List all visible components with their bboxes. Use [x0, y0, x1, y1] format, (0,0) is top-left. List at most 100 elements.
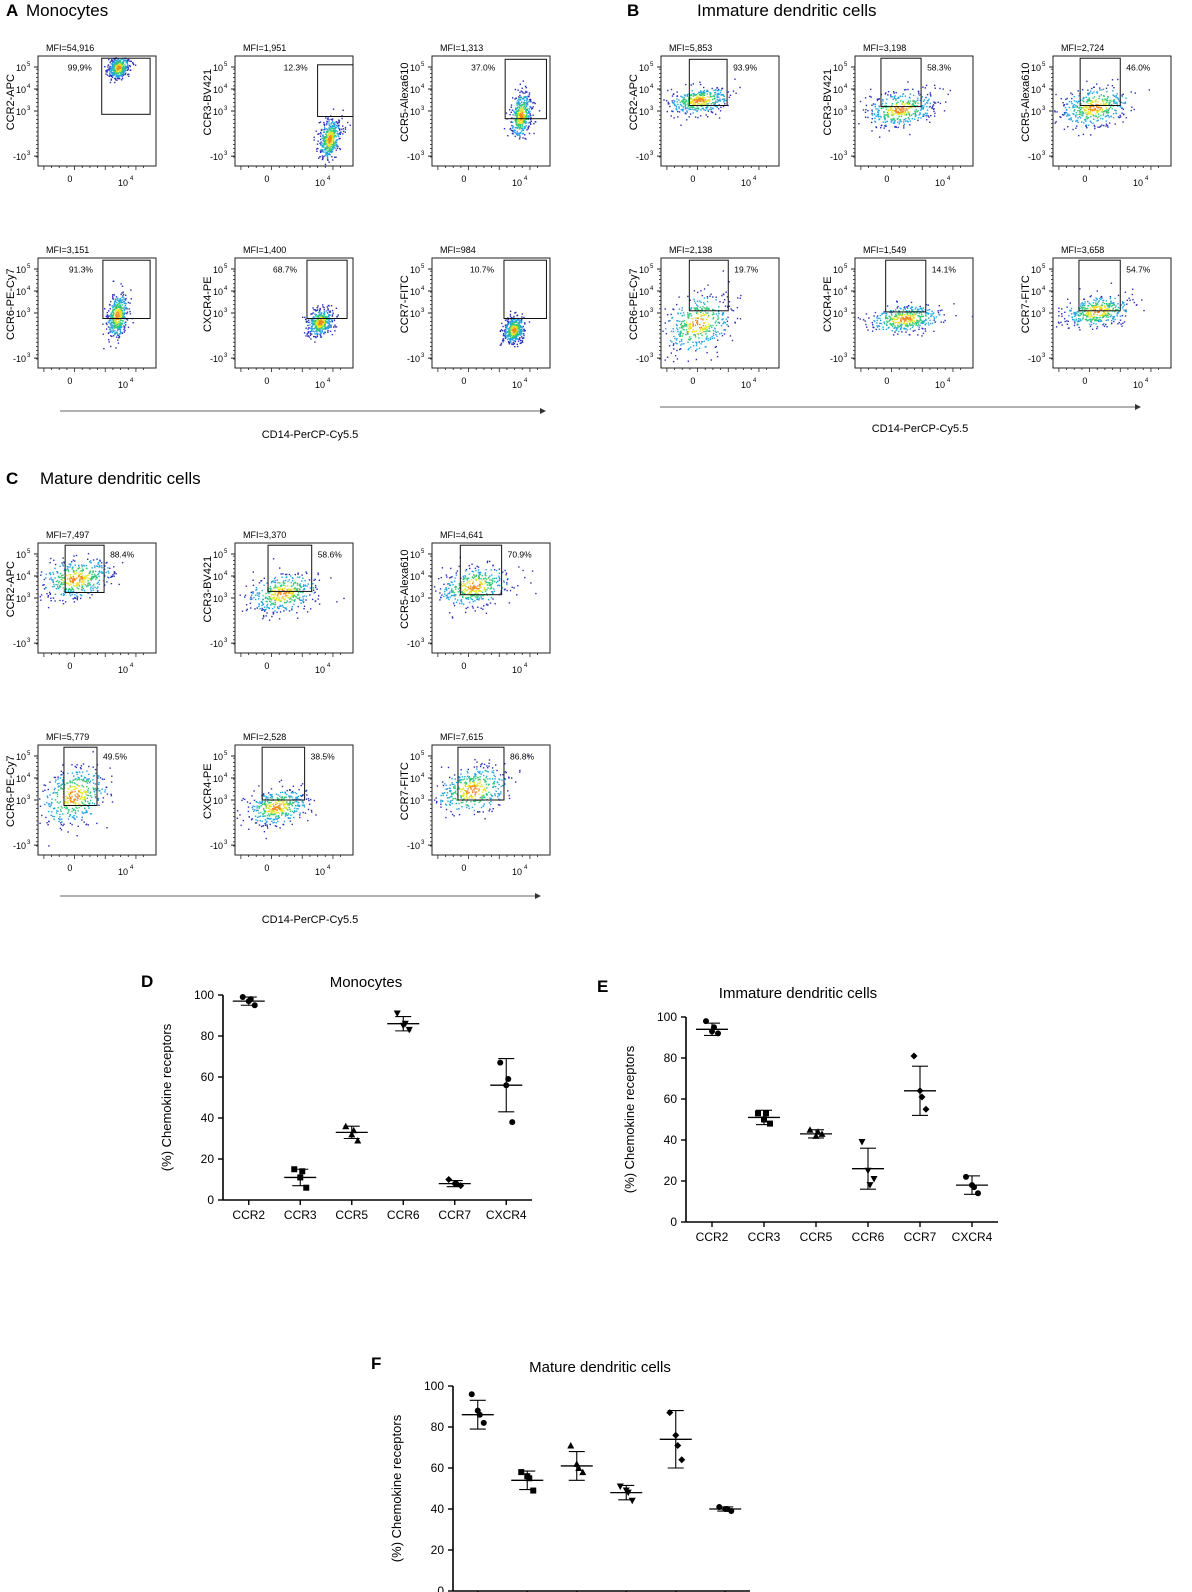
x-tick-exponent: 4	[947, 378, 951, 384]
event-dot	[1100, 125, 1102, 127]
event-dot	[1064, 112, 1066, 114]
gate-rectangle	[880, 57, 922, 108]
event-dot	[330, 135, 332, 138]
event-dot	[518, 104, 520, 106]
event-dot	[115, 320, 117, 322]
event-dot	[678, 296, 680, 298]
event-dot	[521, 123, 524, 125]
event-dot	[117, 77, 119, 80]
event-dot	[322, 146, 324, 148]
event-dot	[509, 325, 512, 327]
event-dot	[692, 112, 694, 114]
event-dot	[706, 308, 708, 310]
event-dot	[321, 151, 323, 153]
event-dot	[513, 322, 515, 324]
event-dot	[710, 324, 712, 327]
event-dot	[685, 108, 687, 110]
y-tick-exponent: 3	[1042, 151, 1046, 157]
event-dot	[319, 135, 322, 137]
event-dot	[901, 113, 904, 115]
event-dot	[1087, 92, 1089, 94]
event-dot	[331, 142, 333, 145]
event-dot	[323, 319, 325, 322]
event-dot	[907, 108, 909, 110]
event-dot	[320, 133, 322, 135]
event-dot	[106, 69, 109, 71]
event-dot	[931, 315, 933, 317]
event-dot	[694, 94, 697, 96]
event-dot	[332, 135, 335, 137]
event-dot	[344, 128, 347, 130]
event-dot	[320, 322, 322, 325]
event-dot	[1085, 116, 1087, 118]
event-dot	[332, 149, 334, 151]
event-dot	[719, 98, 721, 101]
event-dot	[333, 132, 335, 134]
event-dot	[702, 312, 704, 314]
event-dot	[670, 115, 672, 117]
event-dot	[527, 115, 530, 117]
event-dot	[714, 94, 716, 96]
event-dot	[514, 329, 516, 331]
event-dot	[320, 327, 323, 329]
event-dot	[942, 88, 944, 90]
y-tick-exponent: 4	[844, 84, 848, 90]
event-dot	[525, 118, 528, 121]
event-dot	[331, 150, 334, 153]
event-dot	[112, 73, 114, 75]
event-dot	[906, 322, 908, 325]
event-dot	[324, 325, 326, 327]
event-dot	[739, 318, 742, 320]
event-dot	[111, 327, 114, 330]
event-dot	[1133, 108, 1135, 111]
event-dot	[112, 298, 115, 300]
event-dot	[123, 316, 125, 319]
event-dot	[684, 105, 686, 107]
event-dot	[911, 310, 913, 312]
event-dot	[1054, 122, 1056, 124]
event-dot	[126, 308, 128, 310]
event-dot	[517, 101, 520, 103]
event-dot	[929, 319, 931, 322]
event-dot	[121, 296, 123, 299]
event-dot	[339, 137, 341, 140]
event-dot	[1122, 121, 1124, 123]
event-dot	[1096, 105, 1098, 108]
event-dot	[687, 105, 689, 108]
event-dot	[110, 313, 112, 316]
event-dot	[315, 323, 318, 326]
event-dot	[322, 325, 325, 327]
event-dot	[715, 345, 717, 348]
event-dot	[690, 102, 693, 104]
event-dot	[115, 305, 118, 307]
event-dot	[333, 142, 335, 144]
y-tick-label: 10	[16, 85, 26, 95]
event-dot	[129, 65, 131, 68]
event-dot	[523, 330, 525, 332]
event-dot	[699, 306, 701, 308]
y-tick-exponent: 3	[27, 106, 31, 112]
event-dot	[894, 315, 896, 318]
event-dot	[115, 67, 117, 70]
event-dot	[915, 114, 917, 117]
event-dot	[699, 94, 701, 96]
event-dot	[121, 315, 123, 318]
event-dot	[723, 333, 726, 335]
event-dot	[890, 95, 892, 97]
event-dot	[1085, 124, 1088, 126]
event-dot	[511, 329, 514, 331]
event-dot	[704, 327, 707, 330]
event-dot	[901, 313, 903, 316]
event-dot	[710, 106, 712, 109]
y-axis-label: CCR2-APC	[5, 74, 17, 130]
event-dot	[1064, 111, 1067, 114]
event-dot	[322, 315, 325, 317]
event-dot	[328, 149, 330, 151]
event-dot	[112, 65, 114, 67]
event-dot	[708, 314, 710, 317]
event-dot	[909, 115, 911, 117]
event-dot	[722, 301, 724, 304]
event-dot	[323, 144, 325, 146]
event-dot	[115, 332, 117, 334]
